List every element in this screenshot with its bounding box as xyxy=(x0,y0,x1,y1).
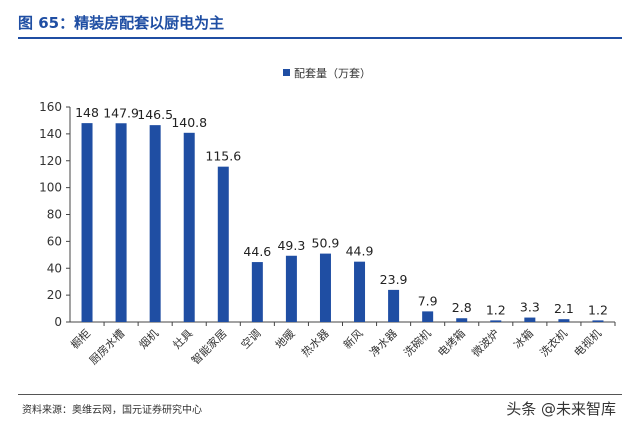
category-label: 电烤箱 xyxy=(435,326,468,359)
data-label: 3.3 xyxy=(520,300,540,315)
title-rule xyxy=(18,37,622,39)
data-label: 23.9 xyxy=(380,272,408,287)
data-label: 148 xyxy=(75,105,99,120)
data-label: 1.2 xyxy=(486,302,506,317)
bar xyxy=(354,261,366,322)
y-tick-label: 80 xyxy=(47,208,62,222)
category-label: 净水器 xyxy=(366,326,399,359)
bar xyxy=(149,125,161,322)
bar xyxy=(81,123,93,322)
category-label: 热水器 xyxy=(299,327,332,360)
data-label: 147.9 xyxy=(103,105,139,120)
data-label: 49.3 xyxy=(277,238,305,253)
bar xyxy=(490,320,502,322)
bar xyxy=(115,123,127,323)
data-label: 44.6 xyxy=(243,244,271,259)
bar xyxy=(558,319,570,322)
bar xyxy=(422,311,434,322)
y-tick-label: 60 xyxy=(47,234,62,248)
category-label: 厨房水槽 xyxy=(87,327,127,367)
category-label: 新风 xyxy=(340,326,365,351)
category-label: 橱柜 xyxy=(68,326,93,351)
y-tick-label: 0 xyxy=(54,315,62,329)
category-label: 微波炉 xyxy=(469,326,502,359)
y-tick-label: 160 xyxy=(39,100,62,114)
bar xyxy=(217,166,229,322)
legend-label: 配套量（万套） xyxy=(294,67,371,80)
data-label: 140.8 xyxy=(171,115,207,130)
category-label: 智能家居 xyxy=(188,326,229,367)
category-label: 空调 xyxy=(238,326,263,351)
y-tick-label: 20 xyxy=(47,288,62,302)
source-note: 资料来源：奥维云网，国元证券研究中心 xyxy=(22,405,202,416)
data-label: 1.2 xyxy=(588,302,608,317)
category-label: 洗碗机 xyxy=(401,326,434,359)
y-tick-label: 120 xyxy=(39,154,62,168)
source-rule xyxy=(18,394,622,395)
bar xyxy=(592,320,604,322)
data-label: 7.9 xyxy=(418,293,438,308)
legend-swatch xyxy=(283,69,290,76)
category-label: 地暖 xyxy=(273,327,298,352)
y-tick-label: 100 xyxy=(39,181,62,195)
watermark: 头条 @未来智库 xyxy=(506,400,616,418)
data-label: 2.8 xyxy=(452,300,472,315)
bar xyxy=(319,253,331,322)
category-label: 电视机 xyxy=(571,326,604,359)
bar xyxy=(183,132,195,322)
category-label: 灶具 xyxy=(171,327,196,352)
y-tick-label: 140 xyxy=(39,127,62,141)
bar xyxy=(285,255,297,322)
figure-title: 图 65：精装房配套以厨电为主 xyxy=(18,14,225,32)
category-label: 烟机 xyxy=(136,326,161,351)
data-label: 50.9 xyxy=(312,236,340,251)
data-label: 2.1 xyxy=(554,301,574,316)
category-label: 洗衣机 xyxy=(537,326,570,359)
bar xyxy=(456,318,468,322)
bar xyxy=(251,262,263,322)
bar xyxy=(388,289,400,322)
bar xyxy=(524,317,536,322)
y-tick-label: 40 xyxy=(47,261,62,275)
data-label: 146.5 xyxy=(137,107,173,122)
data-label: 115.6 xyxy=(205,149,241,164)
data-label: 44.9 xyxy=(346,244,374,259)
category-label: 冰箱 xyxy=(511,326,536,351)
